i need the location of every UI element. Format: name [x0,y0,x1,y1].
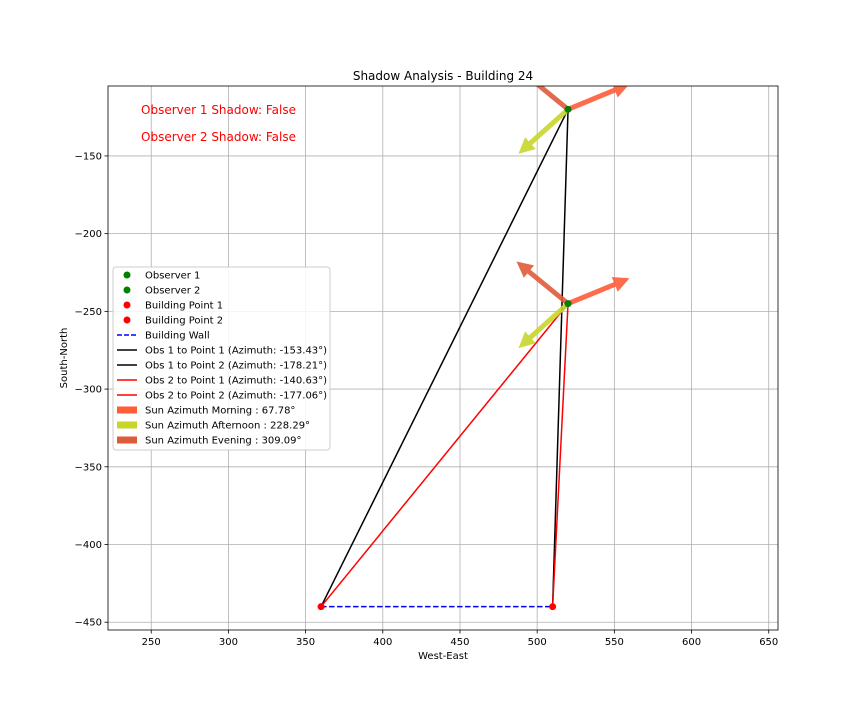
x-tick-label: 500 [528,637,547,648]
sightline-obs-2-to-point-2-azimuth-177-06 [551,303,569,607]
legend-label-obs-1-to-point-1-azimuth-153-43: Obs 1 to Point 1 (Azimuth: -153.43°) [145,346,327,357]
y-tick-label: −350 [75,462,102,473]
y-tick-label: −450 [75,618,102,629]
legend-label-obs-2-to-point-2-azimuth-177-06: Obs 2 to Point 2 (Azimuth: -177.06°) [145,391,327,402]
sightline-obs-1-to-point-1-azimuth-153-43 [320,108,569,608]
x-tick-label: 400 [373,637,392,648]
legend-marker-observer-2 [123,286,131,294]
legend-patch-sun-azimuth-evening-309-09 [117,436,137,444]
x-tick-label: 350 [296,637,315,648]
x-tick-label: 600 [682,637,701,648]
observer-2-shadow-annotation: Observer 2 Shadow: False [141,130,296,144]
legend-label-sun-azimuth-evening-309-09: Sun Azimuth Evening : 309.09° [145,436,302,447]
y-axis-label: South-North [59,328,70,389]
x-tick-label: 450 [450,637,469,648]
marker-observer-2 [564,300,572,308]
legend-label-building-wall: Building Wall [145,331,210,342]
plot-data [317,86,630,611]
x-axis-ticks: 250 300 350 400 450 500 550 600 650 [142,630,778,648]
y-tick-label: −150 [75,151,102,162]
legend-patch-sun-azimuth-morning-67-78 [117,406,137,414]
sightline-obs-1-to-point-2-azimuth-178-21 [551,109,569,607]
legend-label-building-point-1: Building Point 1 [145,301,223,312]
y-tick-label: −200 [75,229,102,240]
sun-arrow-observer-2-sun-azimuth-afternoon [518,301,570,349]
marker-observer-1 [564,105,572,113]
x-tick-label: 550 [605,637,624,648]
plot-frame [107,85,779,631]
y-tick-label: −300 [75,385,102,396]
sun-arrow-observer-2-sun-azimuth-evening [516,261,570,306]
x-tick-label: 300 [219,637,238,648]
legend-label-obs-2-to-point-1-azimuth-140-63: Obs 2 to Point 1 (Azimuth: -140.63°) [145,376,327,387]
legend-label-sun-azimuth-afternoon-228-29: Sun Azimuth Afternoon : 228.29° [145,421,310,432]
sun-arrow-observer-1-sun-azimuth-afternoon [518,107,570,154]
y-tick-label: −400 [75,540,102,551]
y-axis-ticks: −150 −200 −250 −300 −350 −400 −450 [75,151,108,629]
legend-patch-sun-azimuth-afternoon-228-29 [117,421,137,429]
legend-marker-building-point-1 [123,301,131,309]
grid [108,86,778,630]
legend-label-obs-1-to-point-2-azimuth-178-21: Obs 1 to Point 2 (Azimuth: -178.21°) [145,361,327,372]
legend-marker-observer-1 [123,271,131,279]
legend-label-building-point-2: Building Point 2 [145,316,223,327]
sun-arrow-observer-1-sun-azimuth-evening [535,86,570,112]
legend-label-observer-1: Observer 1 [145,271,200,282]
observer-1-shadow-annotation: Observer 1 Shadow: False [141,103,296,117]
sightline-obs-2-to-point-1-azimuth-140-63 [320,303,569,608]
x-tick-label: 650 [759,637,778,648]
chart-title: Shadow Analysis - Building 24 [353,69,533,83]
x-tick-label: 250 [142,637,161,648]
marker-building-point-2 [549,603,557,611]
legend-label-observer-2: Observer 2 [145,286,200,297]
marker-building-point-1 [317,603,325,611]
legend-box [112,266,331,451]
x-axis-label: West-East [418,651,468,662]
sun-arrow-observer-1-sun-azimuth-morning [567,86,628,112]
legend-label-sun-azimuth-morning-67-78: Sun Azimuth Morning : 67.78° [145,406,295,417]
y-tick-label: −250 [75,307,102,318]
sun-arrow-observer-2-sun-azimuth-morning [567,277,630,306]
legend: Observer 1 Observer 2 Building Point 1 Buil… [112,266,331,451]
legend-marker-building-point-2 [123,316,131,324]
